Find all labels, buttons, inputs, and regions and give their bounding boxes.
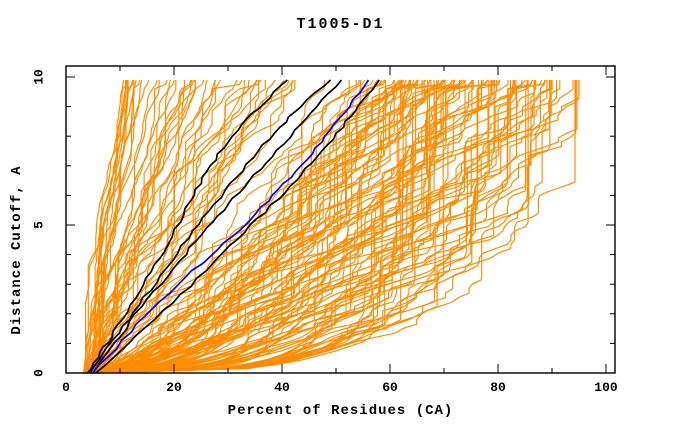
model-curve bbox=[99, 79, 543, 374]
model-curve bbox=[95, 80, 493, 374]
model-curve bbox=[97, 79, 415, 374]
model-curve bbox=[85, 80, 558, 374]
x-tick-label: 40 bbox=[274, 380, 290, 395]
model-curve bbox=[98, 80, 536, 374]
model-curve bbox=[90, 79, 495, 374]
model-curve bbox=[95, 79, 418, 374]
y-tick-label: 10 bbox=[31, 69, 47, 85]
model-curve bbox=[87, 80, 196, 374]
model-curve bbox=[95, 79, 533, 374]
model-curve bbox=[82, 79, 444, 374]
model-curve bbox=[85, 80, 490, 374]
model-curve bbox=[89, 80, 466, 374]
model-curve bbox=[93, 79, 243, 374]
model-curve bbox=[98, 80, 509, 374]
highlighted-model-1 bbox=[86, 79, 288, 374]
x-tick-label: 60 bbox=[382, 380, 398, 395]
model-curve bbox=[93, 80, 580, 374]
highlighted-model-3 bbox=[92, 79, 343, 374]
highlighted-model-2 bbox=[89, 79, 332, 374]
model-curve bbox=[92, 79, 141, 374]
model-curve bbox=[90, 80, 498, 374]
model-curve bbox=[89, 80, 529, 374]
model-curve bbox=[82, 79, 238, 374]
chart-title: T1005-D1 bbox=[296, 16, 385, 33]
model-curve bbox=[84, 80, 578, 374]
model-curve bbox=[84, 80, 160, 374]
model-curve bbox=[87, 79, 217, 374]
x-tick-label: 80 bbox=[490, 380, 506, 395]
model-curve bbox=[84, 79, 427, 374]
model-curve bbox=[100, 80, 410, 374]
model-curve bbox=[94, 79, 366, 374]
model-curve bbox=[95, 79, 137, 374]
model-curve bbox=[93, 80, 580, 374]
model-curve bbox=[82, 80, 455, 374]
model-curve bbox=[91, 79, 276, 374]
highlighted-model-4 bbox=[95, 79, 380, 374]
model-curve bbox=[86, 79, 431, 374]
model-curve bbox=[86, 80, 492, 374]
model-curve bbox=[92, 80, 577, 374]
model-curve bbox=[96, 80, 517, 374]
highlighted-model-blue bbox=[92, 79, 370, 374]
y-tick-label: 5 bbox=[31, 221, 47, 229]
model-curve bbox=[91, 79, 443, 374]
x-axis-label: Percent of Residues (CA) bbox=[227, 403, 454, 419]
model-curve bbox=[91, 79, 412, 374]
model-curve bbox=[87, 80, 127, 374]
model-curve bbox=[94, 80, 514, 374]
model-curve bbox=[89, 80, 553, 374]
model-curve bbox=[85, 80, 411, 374]
model-curve bbox=[86, 79, 129, 374]
model-curve bbox=[94, 79, 208, 374]
model-curve bbox=[91, 80, 260, 374]
model-curve bbox=[88, 79, 501, 374]
model-curve bbox=[95, 79, 250, 374]
x-tick-label: 20 bbox=[166, 380, 182, 395]
model-curve bbox=[82, 80, 411, 374]
model-curve bbox=[96, 80, 574, 374]
model-curve bbox=[84, 80, 129, 374]
model-curve bbox=[91, 79, 454, 374]
plot-frame bbox=[65, 65, 616, 374]
model-curve bbox=[84, 80, 473, 374]
y-tick-label: 0 bbox=[31, 369, 47, 377]
model-curve bbox=[90, 79, 168, 374]
model-curve bbox=[83, 80, 423, 374]
y-axis-label: Distance Cutoff, A bbox=[9, 165, 25, 335]
model-curve bbox=[94, 79, 193, 374]
model-curve bbox=[98, 79, 192, 374]
x-tick-label: 0 bbox=[62, 380, 70, 395]
model-curve bbox=[96, 80, 511, 374]
model-curve bbox=[90, 79, 496, 374]
x-tick-label: 100 bbox=[594, 380, 618, 395]
